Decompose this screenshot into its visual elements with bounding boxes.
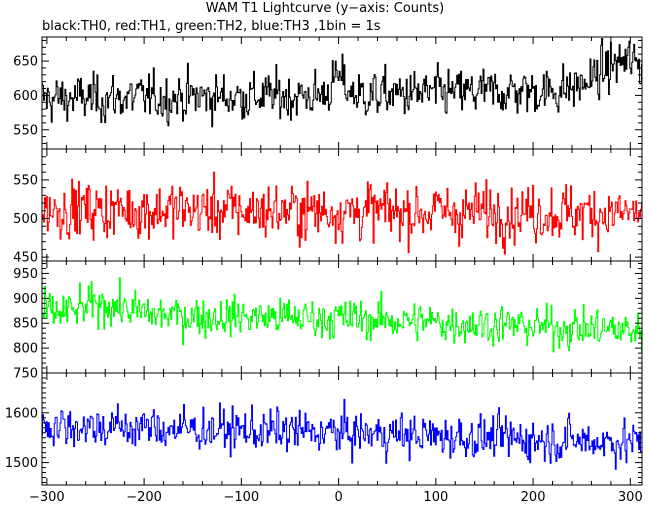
y-tick-label: 450 [13, 251, 38, 266]
y-tick-label: 550 [13, 123, 38, 138]
y-tick-label: 900 [13, 292, 38, 307]
series-line-th2 [42, 277, 642, 353]
x-tick-label: 200 [521, 490, 546, 505]
series-line-th0 [42, 38, 642, 128]
series-line-th3 [42, 398, 642, 470]
y-tick-label: 600 [13, 89, 38, 104]
y-tick-label: 950 [13, 267, 38, 282]
y-tick-label: 500 [13, 212, 38, 227]
chart-title: WAM T1 Lightcurve (y−axis: Counts) [205, 1, 445, 16]
x-tick-label: 0 [334, 490, 342, 505]
series-line-th1 [42, 171, 642, 255]
x-tick-label: −300 [29, 490, 65, 505]
x-tick-label: 300 [618, 490, 643, 505]
y-tick-label: 1500 [5, 456, 38, 471]
chart-subtitle: black:TH0, red:TH1, green:TH2, blue:TH3 … [42, 19, 381, 34]
x-tick-label: −100 [223, 490, 259, 505]
y-tick-label: 650 [13, 55, 38, 70]
y-tick-label: 850 [13, 317, 38, 332]
panel-frame-th3 [41, 372, 643, 486]
y-tick-label: 550 [13, 173, 38, 188]
y-tick-label: 800 [13, 342, 38, 357]
y-tick-label: 1600 [5, 406, 38, 421]
y-tick-label: 750 [13, 367, 38, 382]
x-tick-label: −200 [126, 490, 162, 505]
x-tick-label: 100 [423, 490, 448, 505]
